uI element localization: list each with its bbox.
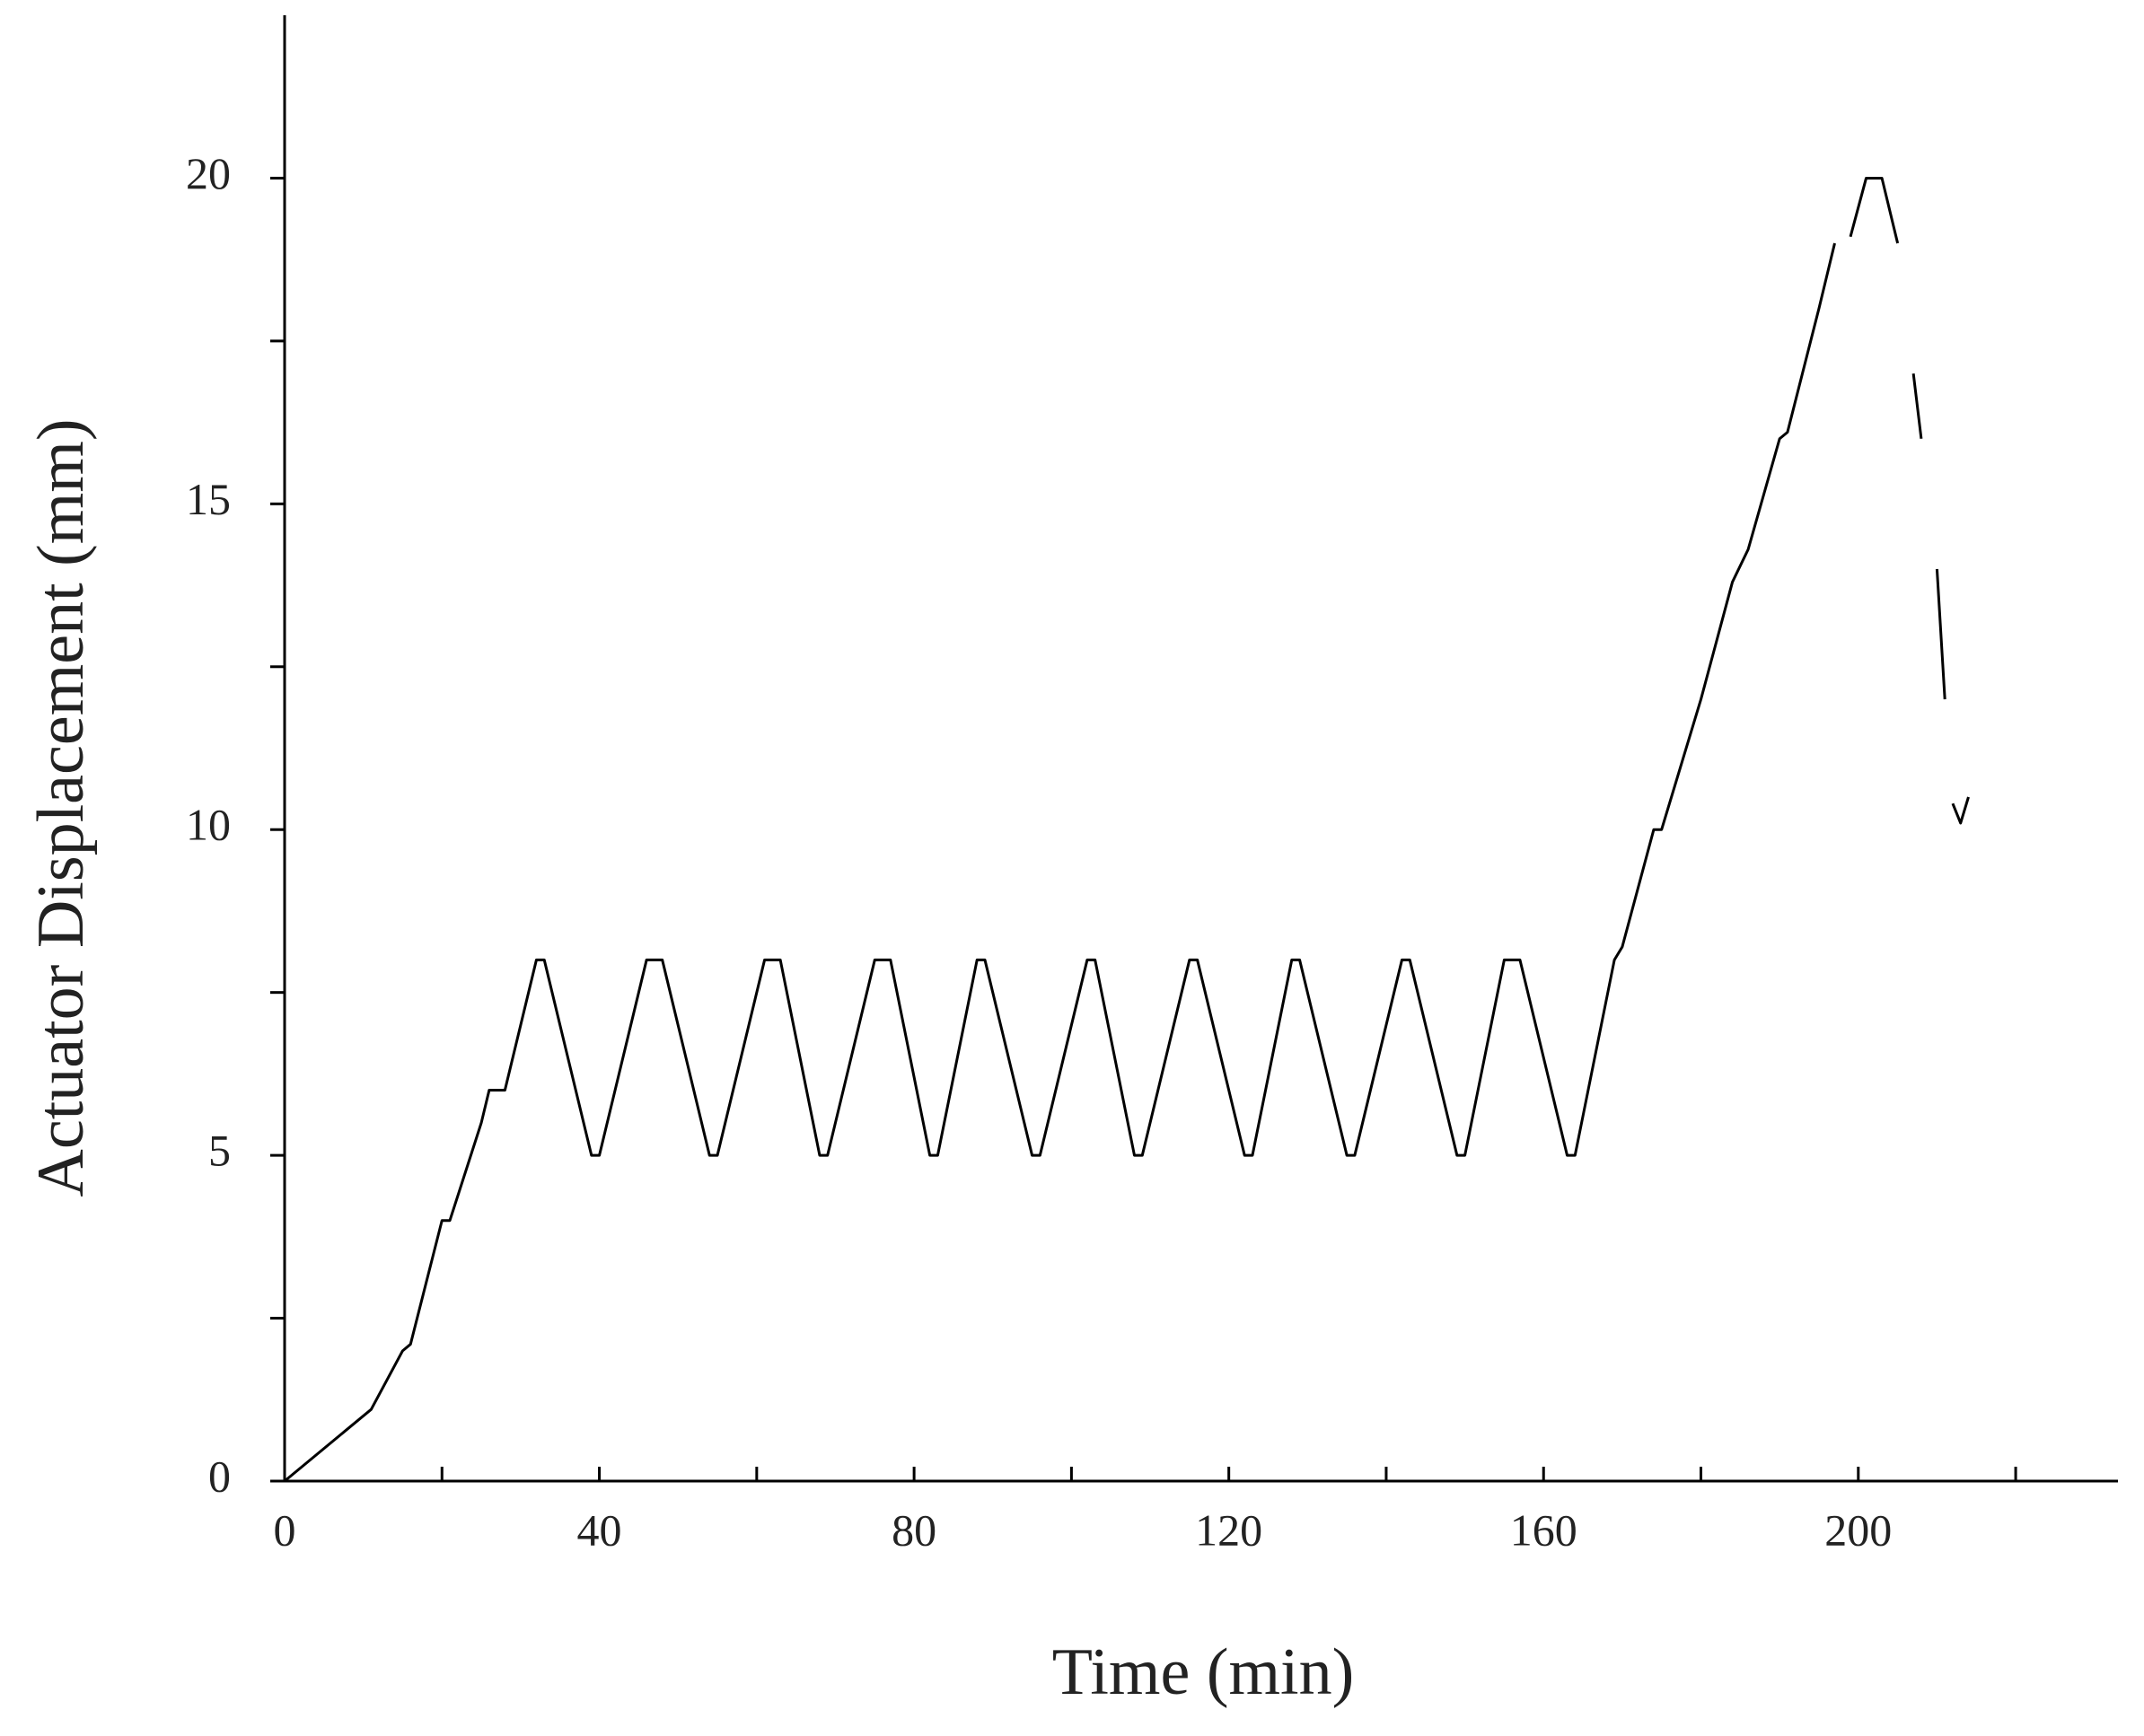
y-tick-label: 20 (186, 148, 231, 198)
y-tick-label: 0 (208, 1451, 231, 1501)
y-tick-label: 10 (186, 800, 231, 850)
y-tick-label: 5 (208, 1126, 231, 1176)
x-tick-label: 200 (1824, 1504, 1892, 1555)
x-tick-label: 0 (274, 1504, 296, 1555)
y-axis-title: Actuator Displacement (mm) (24, 418, 98, 1197)
x-tick-label: 160 (1510, 1504, 1577, 1555)
x-tick-label: 80 (892, 1504, 936, 1555)
x-tick-label: 40 (577, 1504, 622, 1555)
x-tick-label: 120 (1195, 1504, 1262, 1555)
data-line (284, 176, 1970, 1483)
x-axis-title: Time (min) (1052, 1635, 1354, 1709)
y-tick-label: 15 (186, 474, 231, 524)
